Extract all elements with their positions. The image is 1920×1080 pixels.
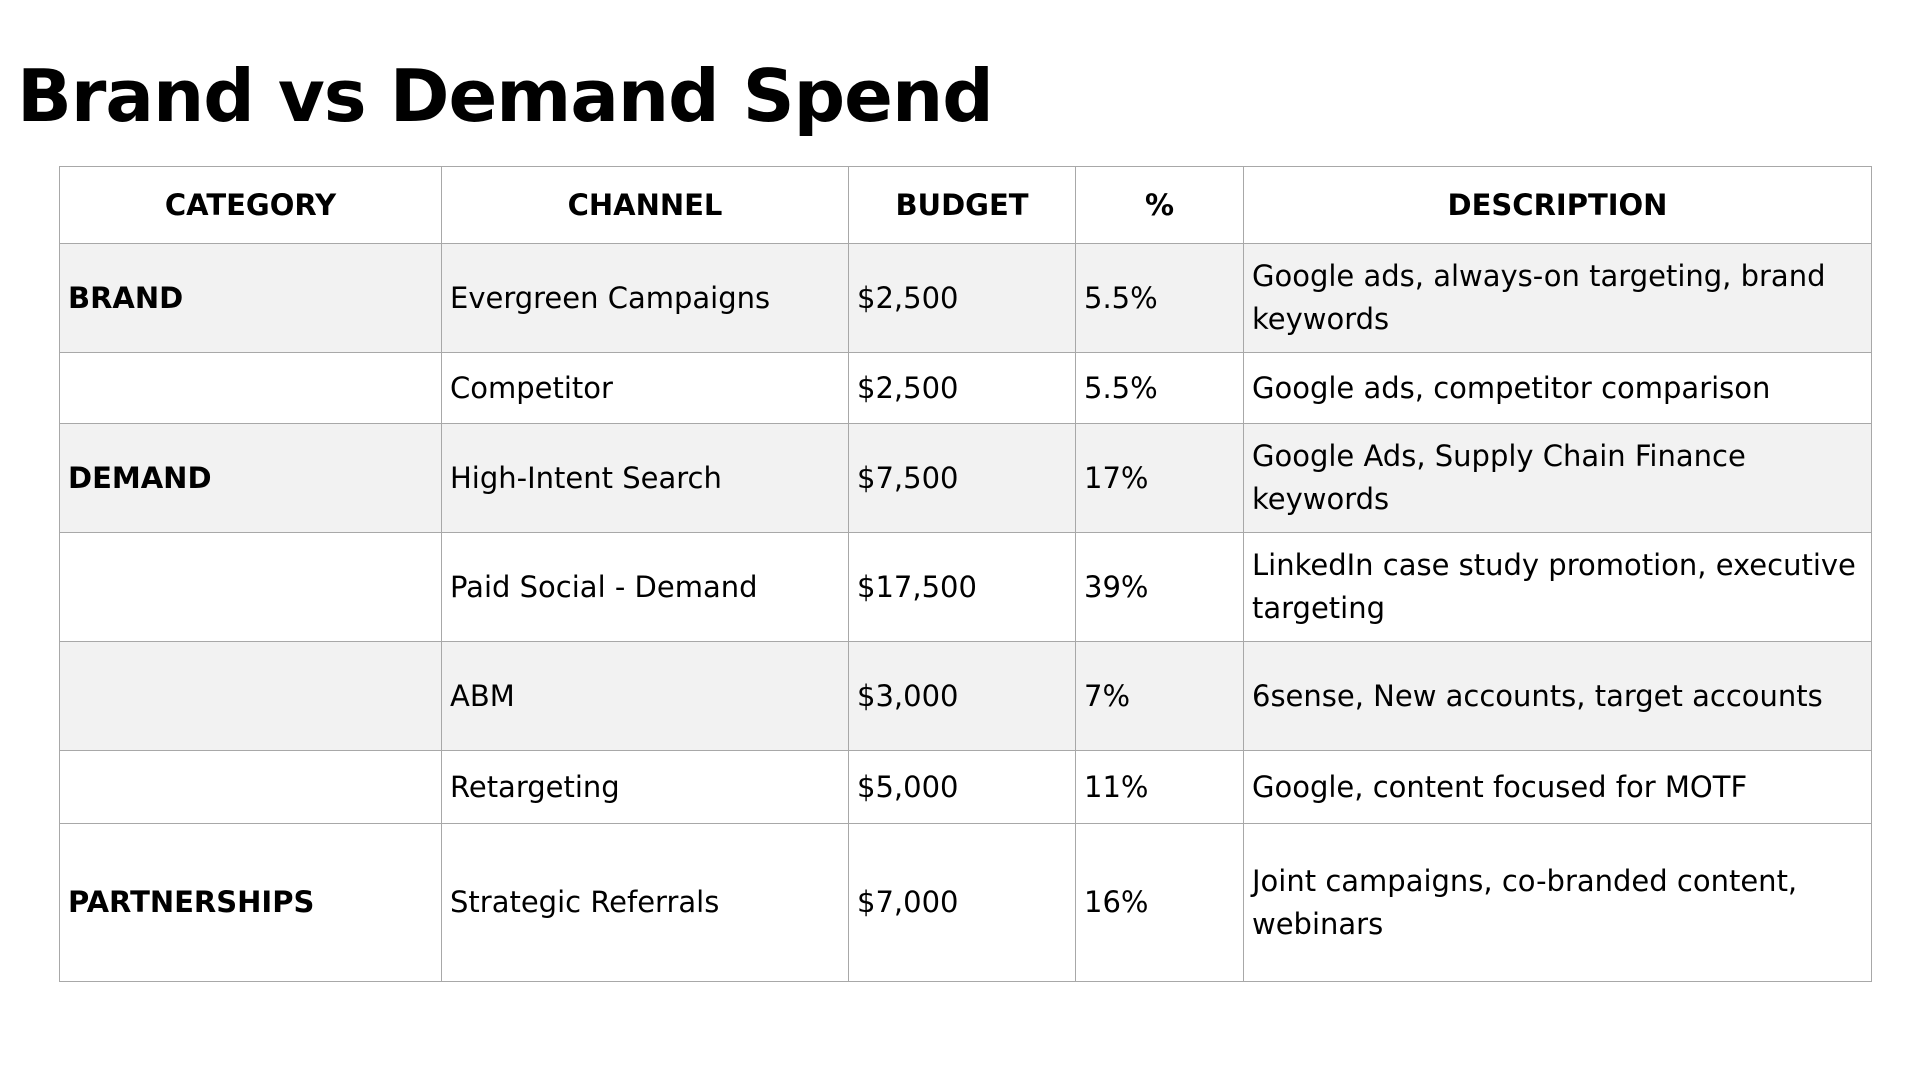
description-cell: Google ads, competitor comparison — [1243, 352, 1872, 424]
header-percent: % — [1075, 166, 1244, 244]
table-row: Competitor $2,500 5.5% Google ads, compe… — [59, 352, 1872, 424]
category-cell — [59, 532, 442, 642]
description-cell: Google Ads, Supply Chain Finance keyword… — [1243, 423, 1872, 533]
table-header-row: CATEGORY CHANNEL BUDGET % DESCRIPTION — [59, 166, 1872, 244]
header-description: DESCRIPTION — [1243, 166, 1872, 244]
description-cell: LinkedIn case study promotion, executive… — [1243, 532, 1872, 642]
channel-cell: Evergreen Campaigns — [441, 243, 849, 353]
channel-cell: Retargeting — [441, 750, 849, 824]
percent-cell: 16% — [1075, 823, 1244, 982]
budget-cell: $7,500 — [848, 423, 1076, 533]
budget-cell: $7,000 — [848, 823, 1076, 982]
description-cell: Joint campaigns, co-branded content, web… — [1243, 823, 1872, 982]
channel-cell: ABM — [441, 641, 849, 751]
category-cell: PARTNERSHIPS — [59, 823, 442, 982]
header-category: CATEGORY — [59, 166, 442, 244]
percent-cell: 5.5% — [1075, 243, 1244, 353]
budget-cell: $5,000 — [848, 750, 1076, 824]
budget-cell: $2,500 — [848, 352, 1076, 424]
category-cell: BRAND — [59, 243, 442, 353]
category-cell: DEMAND — [59, 423, 442, 533]
table-row: ABM $3,000 7% 6sense, New accounts, targ… — [59, 641, 1872, 751]
spend-table: CATEGORY CHANNEL BUDGET % DESCRIPTION BR… — [59, 166, 1872, 982]
percent-cell: 11% — [1075, 750, 1244, 824]
table-row: DEMAND High-Intent Search $7,500 17% Goo… — [59, 423, 1872, 533]
description-cell: Google ads, always-on targeting, brand k… — [1243, 243, 1872, 353]
table-row: Paid Social - Demand $17,500 39% LinkedI… — [59, 532, 1872, 642]
description-cell: Google, content focused for MOTF — [1243, 750, 1872, 824]
category-cell — [59, 750, 442, 824]
table-row: Retargeting $5,000 11% Google, content f… — [59, 750, 1872, 824]
budget-cell: $2,500 — [848, 243, 1076, 353]
table-row: BRAND Evergreen Campaigns $2,500 5.5% Go… — [59, 243, 1872, 353]
header-budget: BUDGET — [848, 166, 1076, 244]
channel-cell: Competitor — [441, 352, 849, 424]
channel-cell: High-Intent Search — [441, 423, 849, 533]
budget-cell: $3,000 — [848, 641, 1076, 751]
budget-cell: $17,500 — [848, 532, 1076, 642]
percent-cell: 7% — [1075, 641, 1244, 751]
percent-cell: 39% — [1075, 532, 1244, 642]
percent-cell: 5.5% — [1075, 352, 1244, 424]
description-cell: 6sense, New accounts, target accounts — [1243, 641, 1872, 751]
category-cell — [59, 352, 442, 424]
channel-cell: Strategic Referrals — [441, 823, 849, 982]
category-cell — [59, 641, 442, 751]
header-channel: CHANNEL — [441, 166, 849, 244]
percent-cell: 17% — [1075, 423, 1244, 533]
page-title: Brand vs Demand Spend — [17, 54, 994, 138]
channel-cell: Paid Social - Demand — [441, 532, 849, 642]
table-row: PARTNERSHIPS Strategic Referrals $7,000 … — [59, 823, 1872, 982]
